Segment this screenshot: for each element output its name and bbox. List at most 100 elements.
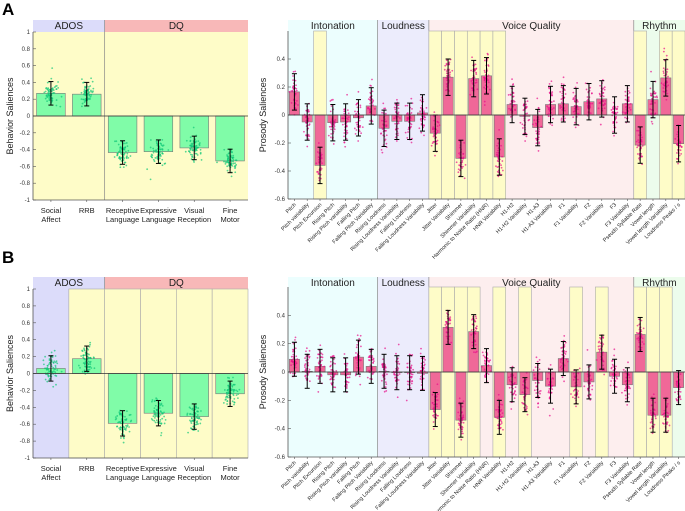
- scatter-point: [665, 77, 668, 80]
- scatter-point: [586, 99, 589, 102]
- scatter-point: [475, 73, 478, 76]
- scatter-point: [48, 93, 50, 96]
- scatter-point: [334, 386, 337, 389]
- scatter-point: [458, 422, 461, 425]
- scatter-point: [589, 104, 591, 107]
- scatter-point: [230, 161, 233, 163]
- scatter-point: [667, 84, 670, 87]
- scatter-point: [597, 107, 600, 110]
- scatter-point: [586, 349, 589, 351]
- scatter-point: [612, 121, 615, 123]
- scatter-point: [237, 397, 239, 399]
- scatter-point: [358, 368, 361, 371]
- y-tick-label: -1: [25, 456, 31, 462]
- scatter-point: [119, 420, 121, 423]
- scatter-point: [45, 367, 47, 370]
- scatter-point: [650, 94, 653, 97]
- scatter-point: [227, 161, 230, 164]
- scatter-point: [501, 155, 503, 158]
- scatter-point: [432, 126, 435, 129]
- scatter-point: [119, 412, 121, 415]
- scatter-point: [471, 317, 474, 320]
- scatter-point: [461, 165, 464, 168]
- scatter-point: [623, 389, 626, 392]
- scatter-point: [471, 318, 473, 321]
- scatter-point: [680, 146, 683, 148]
- scatter-point: [317, 353, 320, 356]
- scatter-point: [615, 386, 618, 388]
- scatter-point: [410, 382, 413, 385]
- scatter-point: [114, 416, 117, 419]
- scatter-point: [550, 391, 553, 394]
- scatter-point: [346, 376, 349, 379]
- y-tick-label: 0.4: [277, 313, 286, 319]
- scatter-point: [343, 110, 346, 113]
- scatter-point: [410, 125, 412, 128]
- scatter-point: [525, 135, 528, 138]
- scatter-point: [496, 160, 499, 162]
- scatter-point: [395, 140, 398, 142]
- scatter-point: [640, 348, 643, 351]
- scatter-point: [89, 341, 92, 344]
- scatter-point: [397, 104, 400, 106]
- scatter-point: [445, 63, 448, 66]
- scatter-point: [330, 382, 333, 385]
- scatter-point: [615, 115, 618, 118]
- scatter-point: [531, 123, 534, 126]
- scatter-point: [233, 401, 236, 404]
- scatter-point: [461, 426, 464, 429]
- y-tick-label: -0.8: [20, 439, 31, 445]
- scatter-point: [307, 372, 310, 374]
- scatter-point: [497, 393, 500, 396]
- scatter-point: [640, 139, 643, 141]
- scatter-point: [611, 373, 614, 376]
- scatter-point: [509, 102, 512, 105]
- scatter-point: [458, 418, 460, 420]
- scatter-point: [638, 144, 641, 147]
- scatter-point: [48, 359, 51, 362]
- scatter-point: [595, 359, 598, 361]
- scatter-point: [460, 438, 463, 441]
- scatter-point: [470, 329, 473, 331]
- scatter-point: [599, 95, 602, 98]
- scatter-point: [384, 112, 387, 115]
- y-axis-label: Behavior Saliences: [5, 334, 15, 412]
- scatter-point: [154, 149, 157, 152]
- scatter-point: [628, 106, 631, 109]
- scatter-point: [153, 419, 156, 422]
- scatter-point: [371, 78, 373, 81]
- scatter-point: [536, 97, 539, 100]
- scatter-point: [317, 378, 320, 380]
- scatter-point: [500, 164, 502, 167]
- scatter-point: [551, 93, 553, 95]
- scatter-point: [537, 136, 540, 139]
- scatter-point: [88, 353, 90, 356]
- scatter-point: [122, 154, 125, 157]
- scatter-point: [158, 407, 161, 409]
- scatter-point: [291, 360, 293, 363]
- scatter-point: [430, 144, 433, 147]
- scatter-point: [333, 125, 336, 128]
- scatter-point: [425, 106, 428, 109]
- scatter-point: [57, 86, 60, 89]
- scatter-point: [321, 356, 324, 359]
- scatter-point: [154, 421, 157, 424]
- scatter-point: [83, 349, 86, 352]
- scatter-point: [190, 416, 193, 419]
- scatter-point: [511, 365, 514, 368]
- scatter-point: [449, 316, 452, 318]
- scatter-point: [195, 149, 198, 152]
- scatter-point: [129, 420, 132, 423]
- scatter-point: [51, 371, 54, 374]
- scatter-point: [307, 117, 310, 120]
- scatter-point: [637, 139, 640, 142]
- scatter-point: [295, 362, 298, 365]
- scatter-point: [473, 351, 475, 354]
- scatter-point: [666, 403, 669, 405]
- scatter-point: [162, 412, 164, 415]
- scatter-point: [303, 364, 306, 367]
- scatter-point: [290, 355, 293, 358]
- scatter-point: [499, 410, 502, 413]
- scatter-point: [359, 104, 362, 107]
- x-tick-label: Fine: [223, 464, 238, 473]
